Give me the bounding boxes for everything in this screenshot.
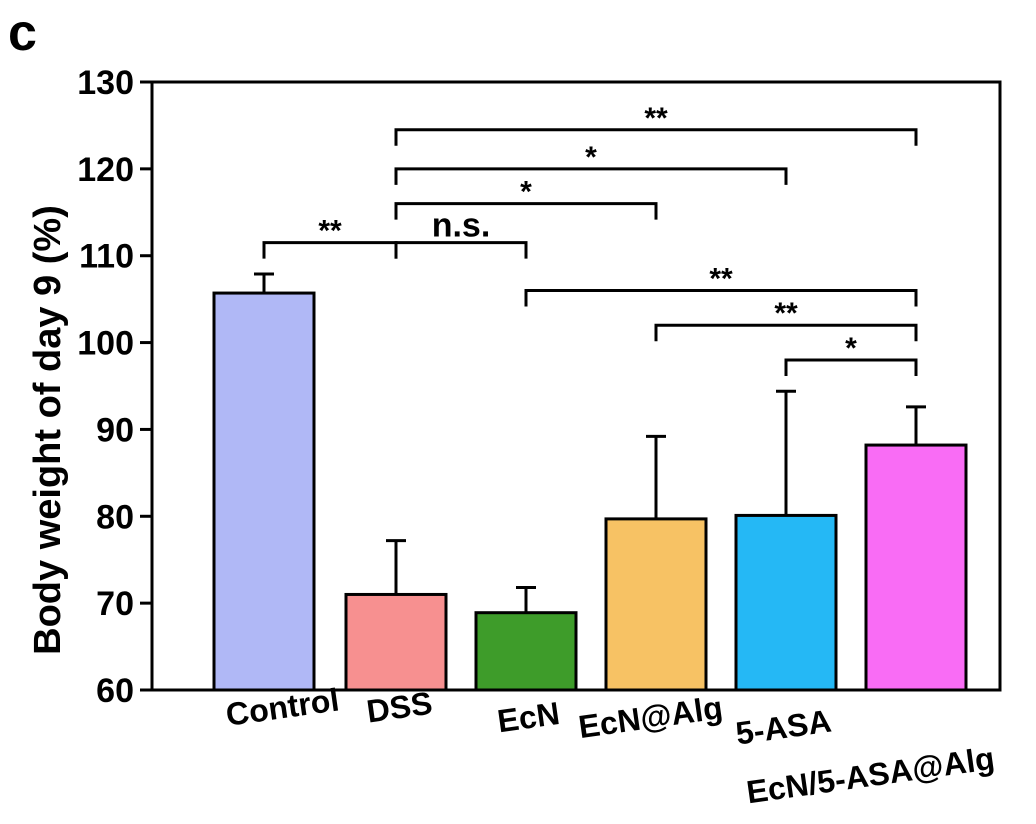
y-tick-label: 100: [77, 325, 134, 363]
significance-bracket: [524, 288, 918, 307]
y-tick-label: 120: [77, 151, 134, 189]
significance-label: *: [585, 141, 597, 174]
x-tick-label: 5-ASA: [733, 703, 833, 752]
x-tick-label: EcN/5-ASA@Alg: [744, 740, 996, 810]
significance-bracket: [654, 323, 918, 342]
x-tick-label: EcN@Alg: [576, 689, 725, 745]
significance-label: **: [774, 297, 798, 330]
bar-4: [734, 513, 838, 692]
significance-label: **: [644, 102, 668, 135]
y-axis-label: Body weight of day 9 (%): [27, 205, 69, 655]
bar-5: [864, 443, 968, 692]
y-tick-label: 130: [77, 64, 134, 102]
y-tick-label: 60: [96, 672, 134, 710]
significance-label: **: [318, 215, 342, 248]
x-tick-label: DSS: [364, 685, 434, 730]
significance-label: *: [845, 332, 857, 365]
significance-bracket: [394, 128, 918, 146]
x-tick-label: EcN: [495, 695, 562, 739]
bar-3: [604, 517, 708, 692]
y-tick-label: 90: [96, 411, 134, 449]
y-tick-label: 110: [79, 238, 134, 276]
significance-label: *: [520, 176, 532, 209]
bar-0: [212, 291, 316, 692]
significance-bracket: [394, 241, 528, 259]
significance-bracket: [394, 202, 658, 220]
y-tick-label: 70: [96, 585, 134, 623]
bar-1: [344, 592, 448, 692]
bar-2: [474, 611, 578, 692]
significance-label: n.s.: [432, 207, 491, 245]
significance-bracket: [784, 358, 918, 376]
panel-label: c: [8, 4, 37, 62]
significance-bracket: [394, 167, 788, 185]
significance-label: **: [709, 262, 733, 295]
y-tick-label: 80: [96, 498, 134, 536]
